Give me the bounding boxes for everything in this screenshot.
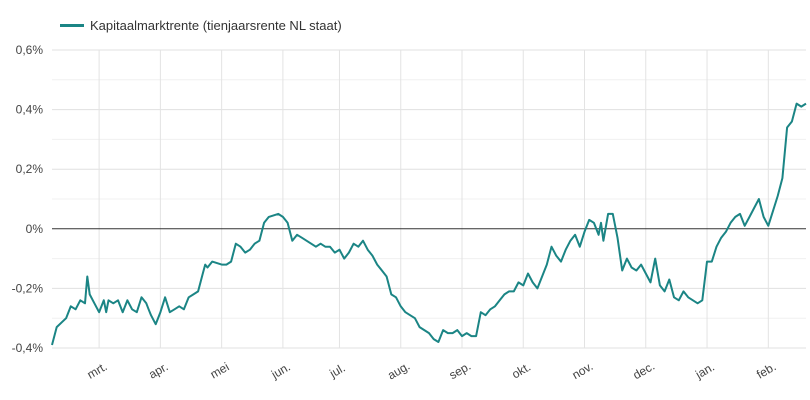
x-tick-label: mrt. [85,359,110,381]
x-tick-label: sep. [447,359,474,382]
x-tick-label: jul. [326,361,347,381]
x-tick-label: feb. [754,359,778,381]
y-tick-label: -0,2% [12,281,44,295]
legend-swatch [60,24,84,27]
x-tick-label: jan. [692,360,717,382]
x-tick-label: jun. [268,360,293,382]
x-tick-label: nov. [570,359,596,382]
y-tick-label: 0,2% [16,162,44,176]
legend-label: Kapitaalmarktrente (tienjaarsrente NL st… [90,18,342,33]
x-tick-label: okt. [509,360,533,382]
x-tick-label: dec. [630,359,657,382]
y-tick-label: -0,4% [12,341,44,355]
x-tick-label: apr. [146,359,170,381]
x-tick-label: aug. [385,359,412,383]
legend[interactable]: Kapitaalmarktrente (tienjaarsrente NL st… [60,18,342,33]
series-line [51,102,807,346]
y-tick-label: 0,4% [16,103,44,117]
x-tick-label: mei [208,360,232,382]
y-tick-label: 0% [26,222,44,236]
y-tick-label: 0,6% [16,43,44,57]
